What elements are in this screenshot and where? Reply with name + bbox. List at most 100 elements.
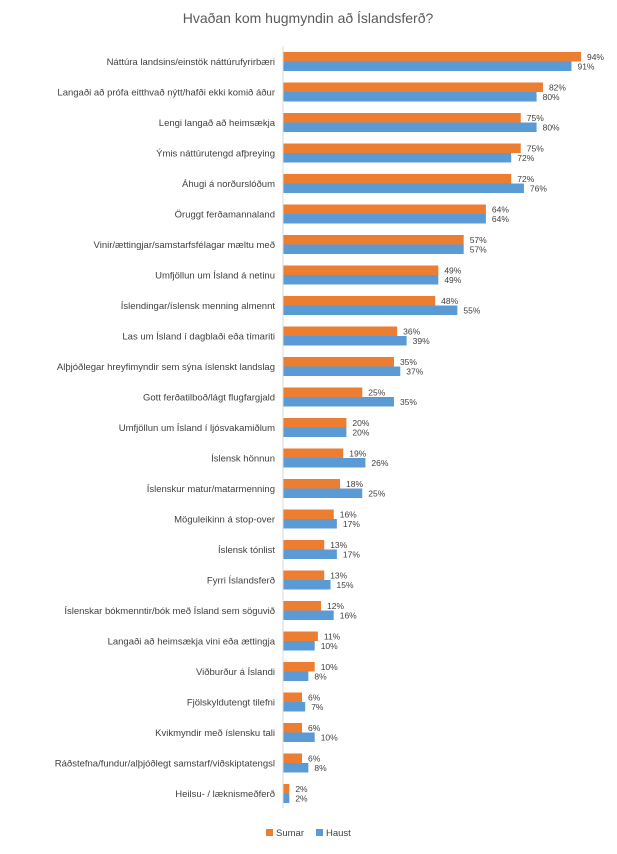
bar-sumar	[283, 296, 436, 306]
data-label-sumar: 35%	[400, 357, 417, 367]
data-label-sumar: 75%	[527, 144, 544, 154]
bar-haust	[283, 214, 486, 224]
data-label-haust: 8%	[314, 672, 327, 682]
bar-sumar	[283, 326, 398, 336]
data-label-sumar: 16%	[340, 510, 357, 520]
bar-haust	[283, 610, 334, 620]
category-label: Íslensk tónlist	[218, 545, 275, 556]
bar-haust	[283, 763, 309, 773]
bar-haust	[283, 397, 394, 407]
plot-area: Náttúra landsins/einstök náttúrufyrirbær…	[55, 46, 604, 808]
data-label-haust: 49%	[444, 275, 461, 285]
bar-haust	[283, 366, 401, 376]
bar-sumar	[283, 174, 512, 184]
category-label: Íslensk hönnun	[211, 454, 275, 465]
category-label: Umfjöllun um Ísland í ljósvakamiðlum	[119, 423, 275, 434]
category-label: Heilsu- / læknismeðferð	[175, 789, 275, 800]
legend-swatch-sumar	[266, 829, 273, 836]
bar-haust	[283, 458, 366, 468]
bar-sumar	[283, 784, 290, 794]
bar-haust	[283, 702, 306, 712]
category-label: Náttúra landsins/einstök náttúrufyrirbær…	[107, 57, 275, 68]
bar-haust	[283, 305, 458, 315]
data-label-sumar: 64%	[492, 205, 509, 215]
chart-title: Hvaðan kom hugmyndin að Íslandsferð?	[183, 10, 434, 26]
data-label-haust: 17%	[343, 519, 360, 529]
bar-sumar	[283, 540, 325, 550]
data-label-haust: 37%	[406, 367, 423, 377]
category-label: Viðburður á Íslandi	[196, 667, 275, 678]
data-label-haust: 10%	[321, 733, 338, 743]
data-label-sumar: 19%	[349, 449, 366, 459]
data-label-sumar: 49%	[444, 266, 461, 276]
bar-haust	[283, 275, 439, 285]
data-label-sumar: 13%	[330, 571, 347, 581]
data-label-haust: 91%	[577, 62, 594, 72]
data-label-haust: 72%	[517, 153, 534, 163]
data-label-sumar: 6%	[308, 754, 321, 764]
bar-sumar	[283, 52, 581, 62]
data-label-sumar: 36%	[403, 327, 420, 337]
data-label-sumar: 57%	[470, 235, 487, 245]
legend-label-sumar: Sumar	[276, 828, 304, 839]
data-label-sumar: 6%	[308, 723, 321, 733]
data-label-sumar: 18%	[346, 479, 363, 489]
data-label-haust: 20%	[352, 428, 369, 438]
category-label: Las um Ísland í dagblaði eða tímariti	[122, 332, 275, 343]
category-label: Fyrri Íslandsferð	[207, 576, 275, 587]
data-label-haust: 35%	[400, 397, 417, 407]
category-label: Fjölskyldutengt tilefni	[187, 698, 275, 709]
data-label-sumar: 13%	[330, 540, 347, 550]
bar-haust	[283, 122, 537, 132]
bar-sumar	[283, 570, 325, 580]
bar-sumar	[283, 143, 521, 153]
bar-sumar	[283, 753, 303, 763]
bar-sumar	[283, 113, 521, 123]
category-label: Langaði að prófa eitthvað nýtt/hafði ekk…	[57, 88, 275, 99]
bar-sumar	[283, 82, 543, 92]
bar-haust	[283, 793, 290, 803]
data-label-sumar: 94%	[587, 52, 604, 62]
category-label: Íslendingar/íslensk menning almennt	[121, 301, 276, 312]
category-label: Áhugi á norðurslóðum	[182, 179, 275, 190]
data-label-sumar: 48%	[441, 296, 458, 306]
data-label-haust: 80%	[543, 123, 560, 133]
bar-haust	[283, 92, 537, 102]
bar-haust	[283, 183, 524, 193]
data-label-sumar: 10%	[321, 662, 338, 672]
data-label-haust: 7%	[311, 702, 324, 712]
category-label: Gott ferðatilboð/lágt flugfargjald	[143, 393, 275, 404]
category-label: Íslenskar bókmenntir/bók með Ísland sem …	[64, 606, 275, 617]
bar-sumar	[283, 631, 318, 641]
category-label: Ráðstefna/fundur/alþjóðlegt samstarf/við…	[55, 759, 275, 770]
bar-sumar	[283, 662, 315, 672]
data-label-haust: 55%	[463, 306, 480, 316]
bar-sumar	[283, 265, 439, 275]
bar-haust	[283, 427, 347, 437]
bar-haust	[283, 336, 407, 346]
bar-sumar	[283, 479, 341, 489]
data-label-haust: 26%	[371, 458, 388, 468]
category-label: Vinir/ættingjar/samstarfsfélagar mæltu m…	[94, 240, 275, 251]
category-label: Kvikmyndir með íslensku tali	[155, 728, 275, 739]
bar-haust	[283, 61, 572, 71]
bar-sumar	[283, 509, 334, 519]
data-label-haust: 76%	[530, 184, 547, 194]
bar-haust	[283, 732, 315, 742]
data-label-sumar: 25%	[368, 388, 385, 398]
data-label-haust: 25%	[368, 489, 385, 499]
bar-haust	[283, 580, 331, 590]
data-label-sumar: 6%	[308, 693, 321, 703]
legend-label-haust: Haust	[326, 828, 351, 839]
category-label: Umfjöllun um Ísland á netinu	[155, 271, 275, 282]
category-label: Möguleikinn á stop-over	[174, 515, 275, 526]
bar-haust	[283, 244, 464, 254]
data-label-haust: 80%	[543, 92, 560, 102]
data-label-sumar: 75%	[527, 113, 544, 123]
data-label-sumar: 72%	[517, 174, 534, 184]
bar-haust	[283, 153, 512, 163]
category-label: Langaði að heimsækja vini eða ættingja	[108, 637, 276, 648]
data-label-haust: 64%	[492, 214, 509, 224]
bar-sumar	[283, 387, 363, 397]
